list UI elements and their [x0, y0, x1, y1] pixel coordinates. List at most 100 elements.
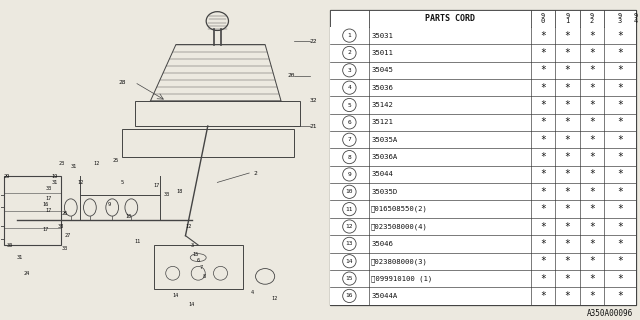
Text: *: * — [617, 100, 623, 110]
Text: *: * — [564, 152, 570, 162]
Text: *: * — [564, 100, 570, 110]
Text: 32: 32 — [310, 99, 317, 103]
Text: 6: 6 — [196, 258, 200, 263]
Text: 12: 12 — [271, 296, 278, 301]
Text: *: * — [564, 239, 570, 249]
Text: 28: 28 — [118, 80, 125, 85]
Text: 35031: 35031 — [371, 33, 393, 39]
Text: *: * — [564, 221, 570, 231]
Text: *: * — [540, 100, 546, 110]
Text: 12: 12 — [77, 180, 83, 185]
Bar — [330, 62, 636, 79]
Text: 33: 33 — [163, 192, 170, 197]
Bar — [330, 270, 636, 287]
Bar — [330, 235, 636, 252]
Text: 21: 21 — [310, 124, 317, 129]
Text: 11: 11 — [134, 239, 141, 244]
Text: 35044A: 35044A — [371, 293, 397, 299]
Text: 25: 25 — [112, 158, 118, 163]
Text: *: * — [589, 187, 595, 197]
Text: *: * — [617, 274, 623, 284]
Text: *: * — [564, 274, 570, 284]
Bar — [330, 252, 636, 270]
Text: 11: 11 — [346, 207, 353, 212]
Text: Ⓑ016508550(2): Ⓑ016508550(2) — [371, 206, 428, 212]
Text: 16: 16 — [42, 202, 49, 207]
Text: *: * — [617, 83, 623, 93]
Text: 4: 4 — [348, 85, 351, 90]
Text: *: * — [589, 204, 595, 214]
Text: *: * — [589, 274, 595, 284]
Text: *: * — [589, 65, 595, 75]
Text: 7: 7 — [348, 137, 351, 142]
Text: *: * — [540, 291, 546, 301]
Text: 23: 23 — [58, 161, 65, 166]
Text: 9: 9 — [348, 172, 351, 177]
Bar — [330, 166, 636, 183]
Text: 7: 7 — [200, 265, 203, 269]
Text: 9
4: 9 4 — [634, 13, 638, 24]
Text: *: * — [589, 170, 595, 180]
Text: 9
3: 9 3 — [618, 13, 622, 24]
Text: 26: 26 — [61, 211, 68, 216]
Text: *: * — [617, 256, 623, 266]
Bar — [330, 131, 636, 148]
Text: 19: 19 — [52, 174, 58, 179]
Bar — [122, 129, 294, 157]
Bar — [330, 148, 636, 166]
Text: 12: 12 — [346, 224, 353, 229]
Text: *: * — [540, 48, 546, 58]
Text: 12: 12 — [186, 224, 192, 229]
Text: *: * — [589, 48, 595, 58]
Text: A350A00096: A350A00096 — [587, 309, 633, 318]
Text: *: * — [564, 170, 570, 180]
Text: 31: 31 — [52, 180, 58, 185]
Text: *: * — [540, 239, 546, 249]
Text: 5: 5 — [120, 180, 124, 185]
Text: 31: 31 — [71, 164, 77, 169]
Text: 20: 20 — [287, 73, 295, 78]
Text: *: * — [540, 31, 546, 41]
Bar — [154, 245, 243, 289]
Text: *: * — [589, 239, 595, 249]
Text: *: * — [540, 274, 546, 284]
Text: Ⓝ023508000(4): Ⓝ023508000(4) — [371, 223, 428, 230]
Text: 22: 22 — [310, 39, 317, 44]
Text: *: * — [617, 117, 623, 127]
Text: 8: 8 — [348, 155, 351, 160]
Text: *: * — [589, 152, 595, 162]
Text: *: * — [589, 117, 595, 127]
Text: *: * — [564, 65, 570, 75]
Bar — [330, 79, 636, 96]
Text: 9
0: 9 0 — [541, 13, 545, 24]
Text: 35035A: 35035A — [371, 137, 397, 143]
Text: 2: 2 — [348, 51, 351, 55]
Text: *: * — [540, 221, 546, 231]
Text: *: * — [617, 31, 623, 41]
Text: *: * — [617, 170, 623, 180]
Text: 16: 16 — [346, 293, 353, 299]
Text: 35045: 35045 — [371, 67, 393, 73]
Text: *: * — [617, 291, 623, 301]
Text: *: * — [540, 204, 546, 214]
Text: 33: 33 — [45, 186, 52, 191]
Text: 12: 12 — [93, 161, 99, 166]
Text: 35035D: 35035D — [371, 189, 397, 195]
Bar — [330, 114, 636, 131]
Text: 3: 3 — [348, 68, 351, 73]
Text: 10: 10 — [346, 189, 353, 194]
Text: 35044: 35044 — [371, 172, 393, 178]
Text: *: * — [617, 221, 623, 231]
Text: *: * — [617, 152, 623, 162]
Bar — [330, 27, 636, 44]
Text: 30: 30 — [7, 243, 13, 248]
Text: *: * — [564, 31, 570, 41]
Bar — [330, 287, 636, 305]
Text: *: * — [589, 31, 595, 41]
Text: 5: 5 — [348, 102, 351, 108]
Text: 17: 17 — [45, 208, 52, 213]
Text: 13: 13 — [346, 241, 353, 246]
Text: *: * — [564, 135, 570, 145]
Text: *: * — [564, 291, 570, 301]
Text: 9
1: 9 1 — [565, 13, 570, 24]
